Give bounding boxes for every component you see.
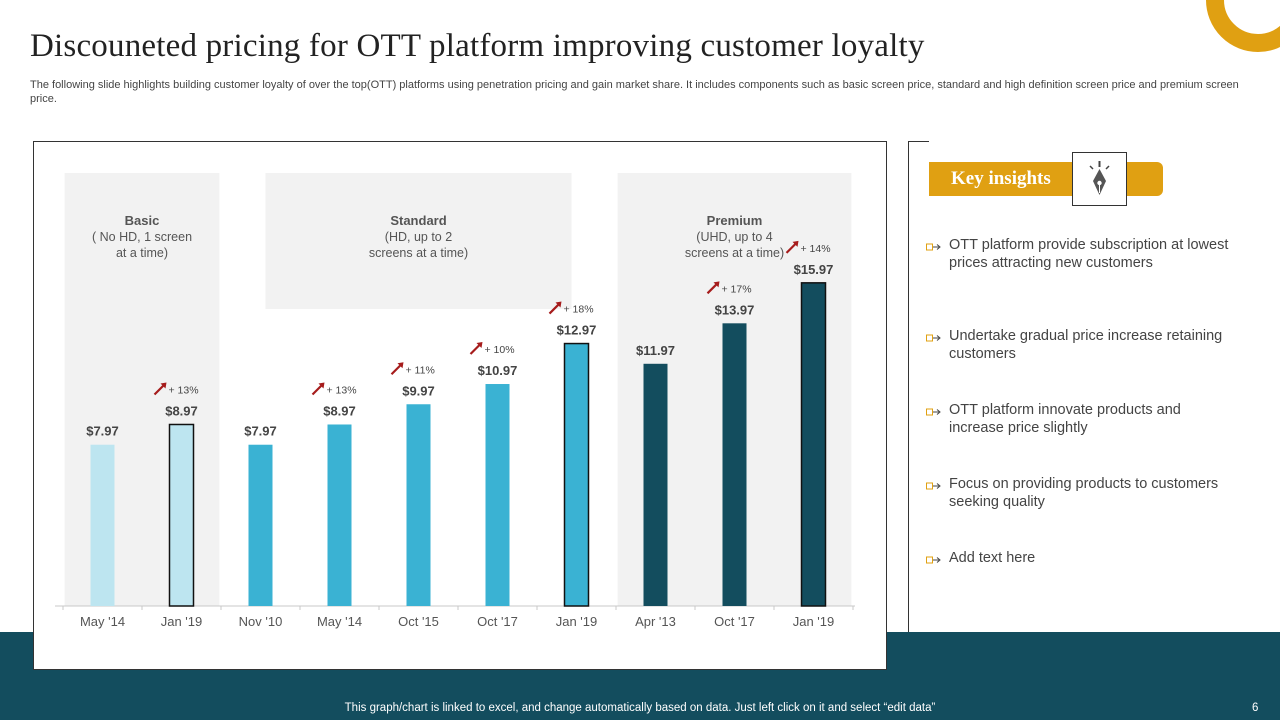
bar [168, 423, 195, 607]
growth-label: + 13% [169, 384, 199, 396]
bar-value-label: $11.97 [636, 343, 675, 358]
bar [485, 384, 510, 606]
growth-arrow-icon [469, 343, 482, 355]
bar-value-label: $12.97 [557, 323, 597, 338]
group-desc-basic-1: at a time) [116, 246, 168, 260]
growth-arrow-icon [706, 282, 719, 295]
group-panel-standard [265, 173, 572, 309]
decorative-ring [1206, 0, 1280, 52]
insight-bullet-icon [926, 239, 942, 251]
growth-arrow-head-icon [476, 342, 483, 349]
insight-item: Focus on providing products to customers… [949, 476, 1219, 510]
x-tick-label: Jan '19 [793, 614, 835, 629]
footer-note: This graph/chart is linked to excel, and… [344, 702, 936, 714]
price-chart-svg: Basic ( No HD, 1 screen at a time) Standard… [55, 173, 855, 629]
group-desc-standard-1: screens at a time) [369, 246, 468, 260]
x-tick-label: May '14 [80, 614, 125, 629]
x-tick-label: Oct '17 [714, 614, 755, 629]
growth-label: + 13% [327, 384, 357, 396]
growth-arrow-icon [311, 383, 324, 396]
bar-value-label: $8.97 [165, 403, 198, 418]
x-tick-label: Jan '19 [556, 614, 598, 629]
x-tick-label: May '14 [317, 614, 362, 629]
page-number: 6 [1252, 702, 1259, 714]
page-title: Discouneted pricing for OTT platform imp… [30, 28, 925, 64]
bar-value-label: $10.97 [478, 363, 518, 378]
bar-value-label: $13.97 [715, 302, 755, 317]
page-subtitle: The following slide highlights building … [30, 79, 1239, 105]
growth-label: + 10% [485, 344, 515, 356]
bar [563, 342, 590, 607]
growth-label: + 17% [722, 283, 752, 295]
bar [643, 363, 668, 606]
pen-nib-icon [1089, 161, 1110, 195]
insight-item: Add text here [949, 550, 1036, 566]
growth-arrow-head-icon [318, 382, 325, 389]
growth-arrow-head-icon [792, 240, 799, 247]
bar [90, 444, 115, 606]
insight-item: OTT platform innovate products and incre… [949, 402, 1181, 436]
growth-arrow-head-icon [160, 382, 167, 389]
insight-bullet-icon [926, 478, 942, 490]
bar [800, 282, 827, 607]
x-tick-label: Jan '19 [161, 614, 203, 629]
insights-divider [908, 141, 929, 632]
group-title-standard: Standard [390, 213, 446, 228]
group-desc-premium-1: screens at a time) [685, 246, 784, 260]
bar-value-label: $15.97 [794, 262, 834, 277]
growth-label: + 18% [564, 304, 594, 316]
x-tick-label: Nov '10 [239, 614, 283, 629]
growth-label: + 11% [406, 364, 435, 376]
insight-bullet-icon [926, 404, 942, 416]
group-title-premium: Premium [707, 213, 763, 228]
bar-value-label: $8.97 [323, 403, 356, 418]
growth-arrow-head-icon [397, 362, 404, 369]
bar-value-label: $9.97 [402, 383, 435, 398]
insight-item: OTT platform provide subscription at low… [949, 237, 1229, 271]
group-desc-premium-0: (UHD, up to 4 [696, 230, 772, 244]
growth-arrow-icon [548, 302, 561, 315]
bar [722, 323, 747, 606]
key-insights-icon-box [1072, 152, 1127, 206]
insight-bullet-icon [926, 330, 942, 342]
bar-value-label: $7.97 [244, 424, 277, 439]
x-tick-label: Apr '13 [635, 614, 676, 629]
insight-bullet-icon [926, 552, 942, 564]
growth-arrow-icon [390, 363, 403, 376]
growth-arrow-head-icon [555, 301, 562, 308]
x-tick-label: Oct '17 [477, 614, 518, 629]
growth-arrow-icon [785, 242, 798, 254]
group-desc-standard-0: (HD, up to 2 [385, 230, 452, 244]
growth-arrow-icon [153, 383, 166, 396]
bar-value-label: $7.97 [86, 424, 119, 439]
group-desc-basic-0: ( No HD, 1 screen [92, 230, 192, 244]
price-chart[interactable]: Basic ( No HD, 1 screen at a time) Standard… [33, 141, 887, 670]
growth-arrow-head-icon [713, 281, 720, 288]
insight-item: Undertake gradual price increase retaini… [949, 328, 1223, 362]
bar [406, 404, 431, 606]
growth-label: + 14% [801, 243, 831, 255]
bar [327, 424, 352, 606]
bar [248, 444, 273, 606]
group-title-basic: Basic [125, 213, 160, 228]
key-insights-title: Key insights [951, 168, 1051, 189]
x-tick-label: Oct '15 [398, 614, 439, 629]
